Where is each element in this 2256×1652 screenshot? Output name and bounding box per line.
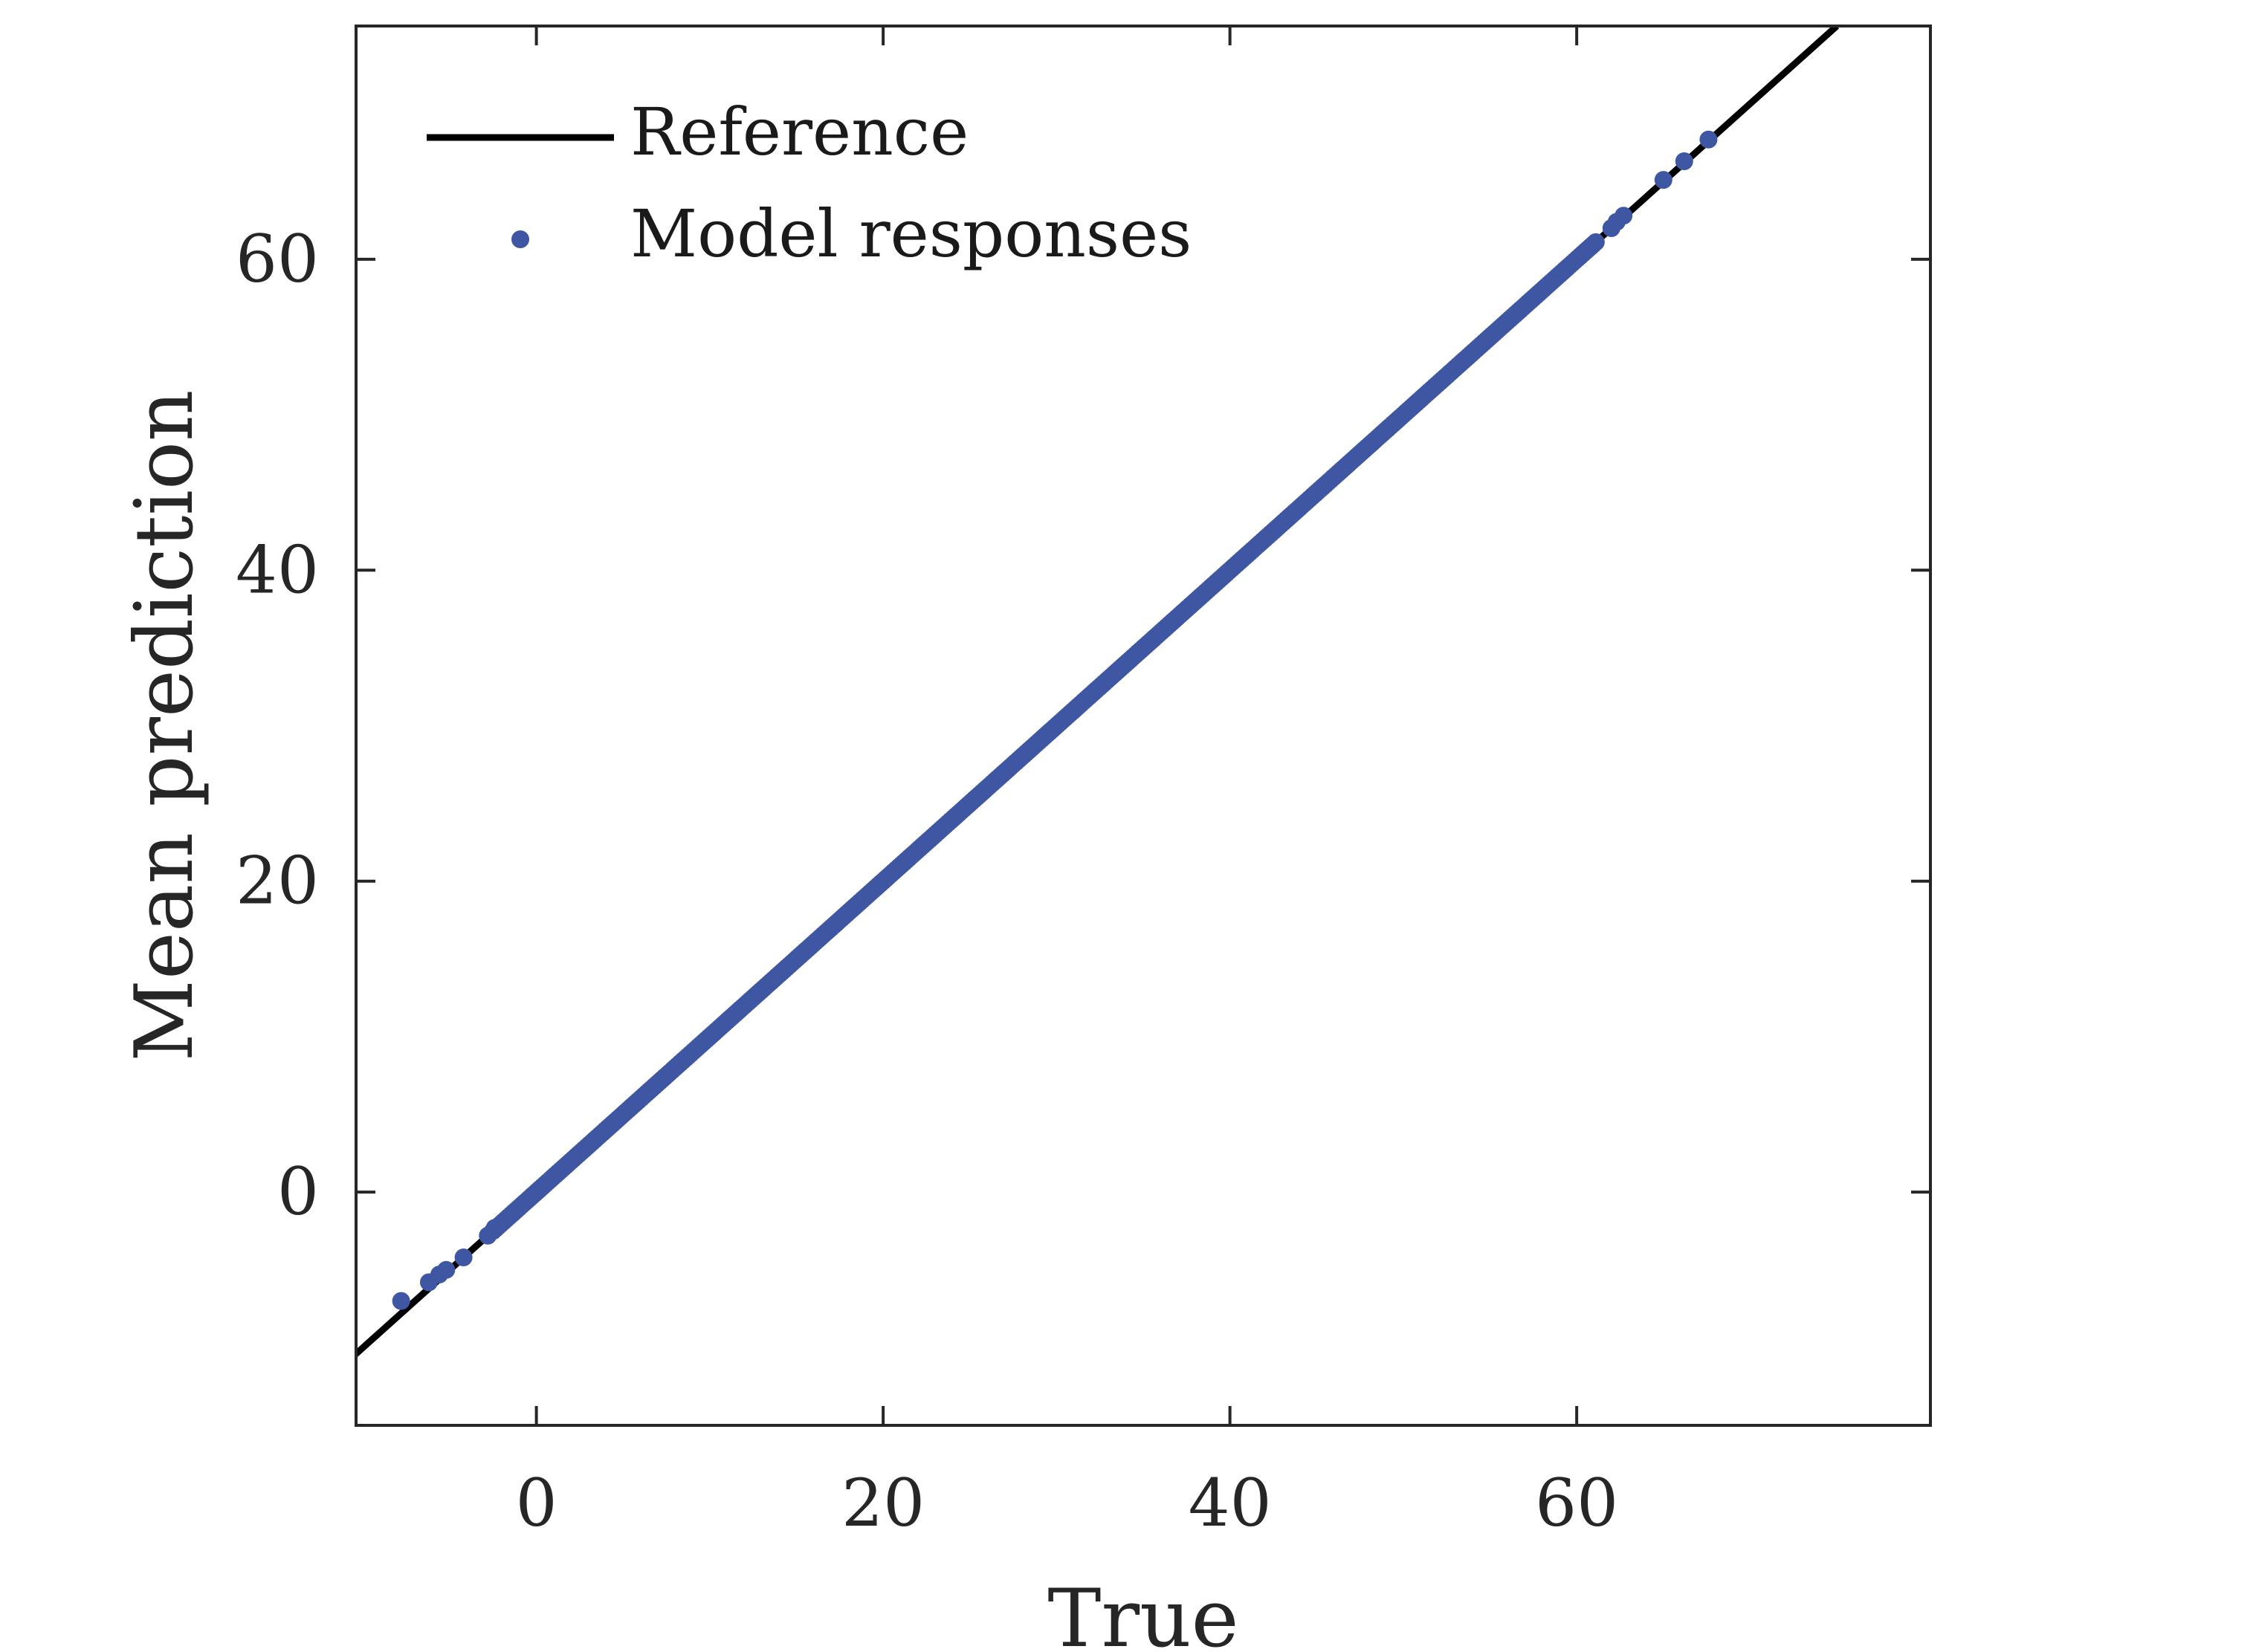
x-axis-title: True (1047, 1572, 1238, 1652)
x-tick-label: 40 (1189, 1465, 1272, 1541)
y-tick-label: 0 (277, 1153, 319, 1230)
x-tick-label: 60 (1535, 1465, 1618, 1541)
model-response-point (1586, 233, 1605, 251)
legend-model-responses-label: Model responses (630, 195, 1192, 272)
model-response-point (392, 1292, 410, 1310)
model-response-point (485, 1219, 504, 1237)
y-axis-title: Mean prediction (118, 389, 211, 1061)
legend-model-responses-swatch (511, 230, 529, 248)
axis-ticks: 0 20 40 60 0 20 40 60 (236, 26, 1930, 1541)
legend-reference-label: Reference (630, 94, 969, 170)
y-tick-label: 40 (236, 531, 319, 608)
model-response-point (1615, 207, 1633, 225)
plot-frame (355, 25, 1932, 1427)
model-response-point (1699, 130, 1718, 149)
legend: Reference Model responses (427, 94, 1192, 272)
model-response-point (1675, 152, 1693, 171)
model-response-point (437, 1260, 456, 1279)
model-response-point (454, 1248, 473, 1267)
x-tick-label: 20 (841, 1465, 925, 1541)
y-tick-label: 60 (236, 221, 319, 297)
model-response-point (1654, 171, 1672, 190)
x-tick-label: 0 (516, 1465, 557, 1541)
y-tick-label: 20 (236, 843, 319, 919)
chart-marks (356, 26, 1840, 1358)
